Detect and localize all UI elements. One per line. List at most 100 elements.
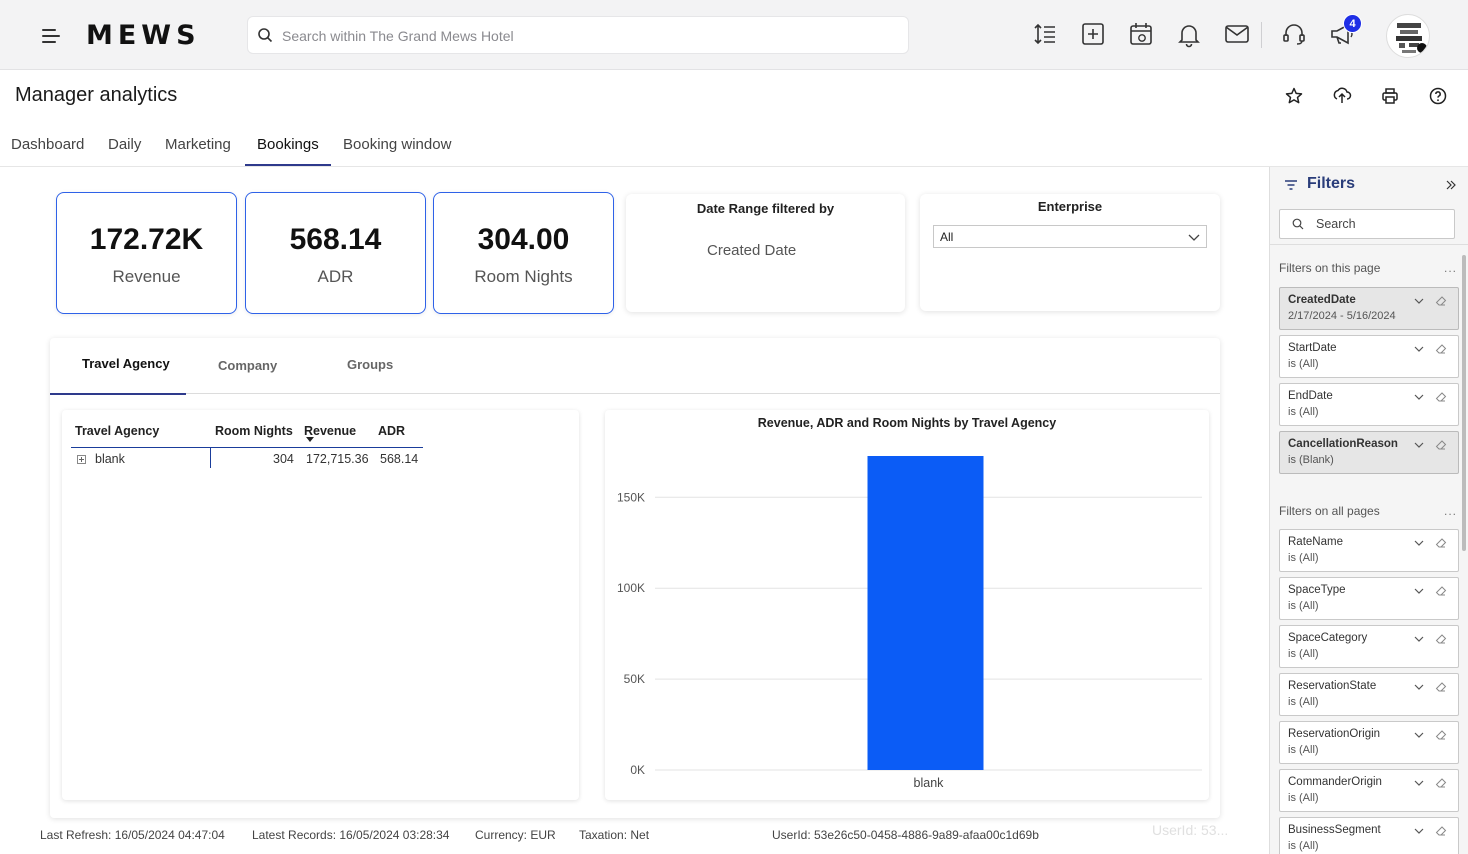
presence-dot [1417,43,1427,53]
notification-badge: 4 [1343,14,1362,33]
breakdown-card: Travel Agency Company Groups Travel Agen… [50,338,1220,818]
footer-currency: Currency: EUR [475,828,556,842]
support-headset-icon[interactable] [1280,20,1308,48]
mail-icon[interactable] [1223,20,1251,48]
chevron-down-icon[interactable] [1414,345,1424,353]
filters-this-page-more[interactable]: ... [1444,261,1458,275]
clear-filter-icon[interactable] [1435,681,1447,693]
row-adr-cell: 568.14 [380,452,419,466]
filter-value: is (All) [1288,696,1319,708]
clear-filter-icon[interactable] [1435,825,1447,837]
column-header-adr[interactable]: ADR [378,424,406,438]
search-icon [258,28,273,43]
chevron-down-icon[interactable] [1414,539,1424,547]
subtab-company[interactable]: Company [218,358,278,373]
filter-card[interactable]: CreatedDate 2/17/2024 - 5/16/2024 [1279,287,1459,330]
clear-filter-icon[interactable] [1435,439,1447,451]
filter-card[interactable]: CancellationReason is (Blank) [1279,431,1459,474]
chevron-down-icon[interactable] [1414,827,1424,835]
tab-booking-window[interactable]: Booking window [343,136,452,153]
filters-search-input[interactable] [1316,214,1446,234]
filters-title: Filters [1307,175,1356,192]
tab-bookings[interactable]: Bookings [245,126,331,166]
filter-card[interactable]: CommanderOrigin is (All) [1279,769,1459,812]
clear-filter-icon[interactable] [1435,729,1447,741]
filters-pane: Filters Filters on this page ... Created… [1269,167,1468,854]
filter-card[interactable]: ReservationOrigin is (All) [1279,721,1459,764]
column-header-revenue[interactable]: Revenue [304,424,357,438]
collapse-pane-icon[interactable] [1446,180,1456,190]
kpi-room-nights-card[interactable]: 304.00 Room Nights [433,192,614,314]
filter-card[interactable]: EndDate is (All) [1279,383,1459,426]
clear-filter-icon[interactable] [1435,537,1447,549]
chevron-down-icon[interactable] [1414,779,1424,787]
kpi-adr-card[interactable]: 568.14 ADR [245,192,426,314]
toolbar-separator [1261,22,1262,48]
row-name-cell[interactable]: blank [95,452,125,466]
y-tick-label: 0K [630,763,645,777]
clear-filter-icon[interactable] [1435,295,1447,307]
y-tick-label: 100K [617,581,645,595]
enterprise-dropdown[interactable]: All [933,225,1207,248]
chevron-down-icon[interactable] [1414,297,1424,305]
calendar-view-icon[interactable] [1127,20,1155,48]
chevron-down-icon[interactable] [1414,635,1424,643]
subtab-travel-agency[interactable]: Travel Agency [82,356,170,371]
avatar-image [1396,23,1422,53]
bar-chart: 0K 50K 100K 150K blank [617,456,1202,790]
print-icon[interactable] [1380,86,1400,106]
bar-blank[interactable] [867,456,984,770]
user-avatar[interactable] [1386,14,1430,58]
subtab-groups[interactable]: Groups [347,357,394,372]
filter-card[interactable]: BusinessSegment is (All) [1279,817,1459,854]
add-square-icon[interactable] [1079,20,1107,48]
global-search[interactable] [247,16,909,54]
tab-dashboard[interactable]: Dashboard [11,136,85,153]
sort-height-icon[interactable] [1031,20,1059,48]
column-header-travel-agency[interactable]: Travel Agency [75,424,160,438]
expand-row-icon[interactable] [77,455,86,464]
filter-card[interactable]: SpaceCategory is (All) [1279,625,1459,668]
footer-user-id-ghost: UserId: 53... [1152,822,1229,838]
column-header-room-nights[interactable]: Room Nights [215,424,293,438]
share-upload-icon[interactable] [1332,86,1352,106]
chevron-down-icon [1188,234,1200,241]
filters-all-pages-label: Filters on all pages [1279,504,1380,518]
date-range-value: Created Date [707,242,797,259]
hamburger-menu-icon[interactable] [38,24,64,48]
chevron-down-icon[interactable] [1414,731,1424,739]
bell-icon[interactable] [1175,20,1203,48]
chevron-down-icon[interactable] [1414,393,1424,401]
clear-filter-icon[interactable] [1435,343,1447,355]
clear-filter-icon[interactable] [1435,777,1447,789]
clear-filter-icon[interactable] [1435,585,1447,597]
enterprise-selected: All [940,230,954,244]
help-icon[interactable] [1428,86,1448,106]
enterprise-card: Enterprise All [920,194,1220,311]
filter-name: SpaceCategory [1288,632,1368,644]
global-search-input[interactable] [282,23,882,49]
filters-search[interactable] [1279,209,1455,239]
chevron-down-icon[interactable] [1414,441,1424,449]
tab-marketing[interactable]: Marketing [165,136,231,153]
filter-card[interactable]: StartDate is (All) [1279,335,1459,378]
filter-card[interactable]: RateName is (All) [1279,529,1459,572]
kpi-room-nights-value: 304.00 [477,223,570,256]
filter-value: 2/17/2024 - 5/16/2024 [1288,310,1396,322]
travel-agency-matrix: Travel Agency Room Nights Revenue ADR bl… [62,410,579,800]
filters-all-pages-more[interactable]: ... [1444,504,1458,518]
kpi-revenue-card[interactable]: 172.72K Revenue [56,192,237,314]
chevron-down-icon[interactable] [1414,683,1424,691]
filter-value: is (All) [1288,358,1319,370]
footer-latest-records: Latest Records: 16/05/2024 03:28:34 [252,828,450,842]
clear-filter-icon[interactable] [1435,633,1447,645]
clear-filter-icon[interactable] [1435,391,1447,403]
date-range-title: Date Range filtered by [696,201,835,216]
filter-card[interactable]: SpaceType is (All) [1279,577,1459,620]
y-tick-label: 50K [624,672,645,686]
filters-scrollbar[interactable] [1462,255,1466,551]
chevron-down-icon[interactable] [1414,587,1424,595]
tab-daily[interactable]: Daily [108,136,142,153]
star-icon[interactable] [1284,86,1304,106]
filter-card[interactable]: ReservationState is (All) [1279,673,1459,716]
